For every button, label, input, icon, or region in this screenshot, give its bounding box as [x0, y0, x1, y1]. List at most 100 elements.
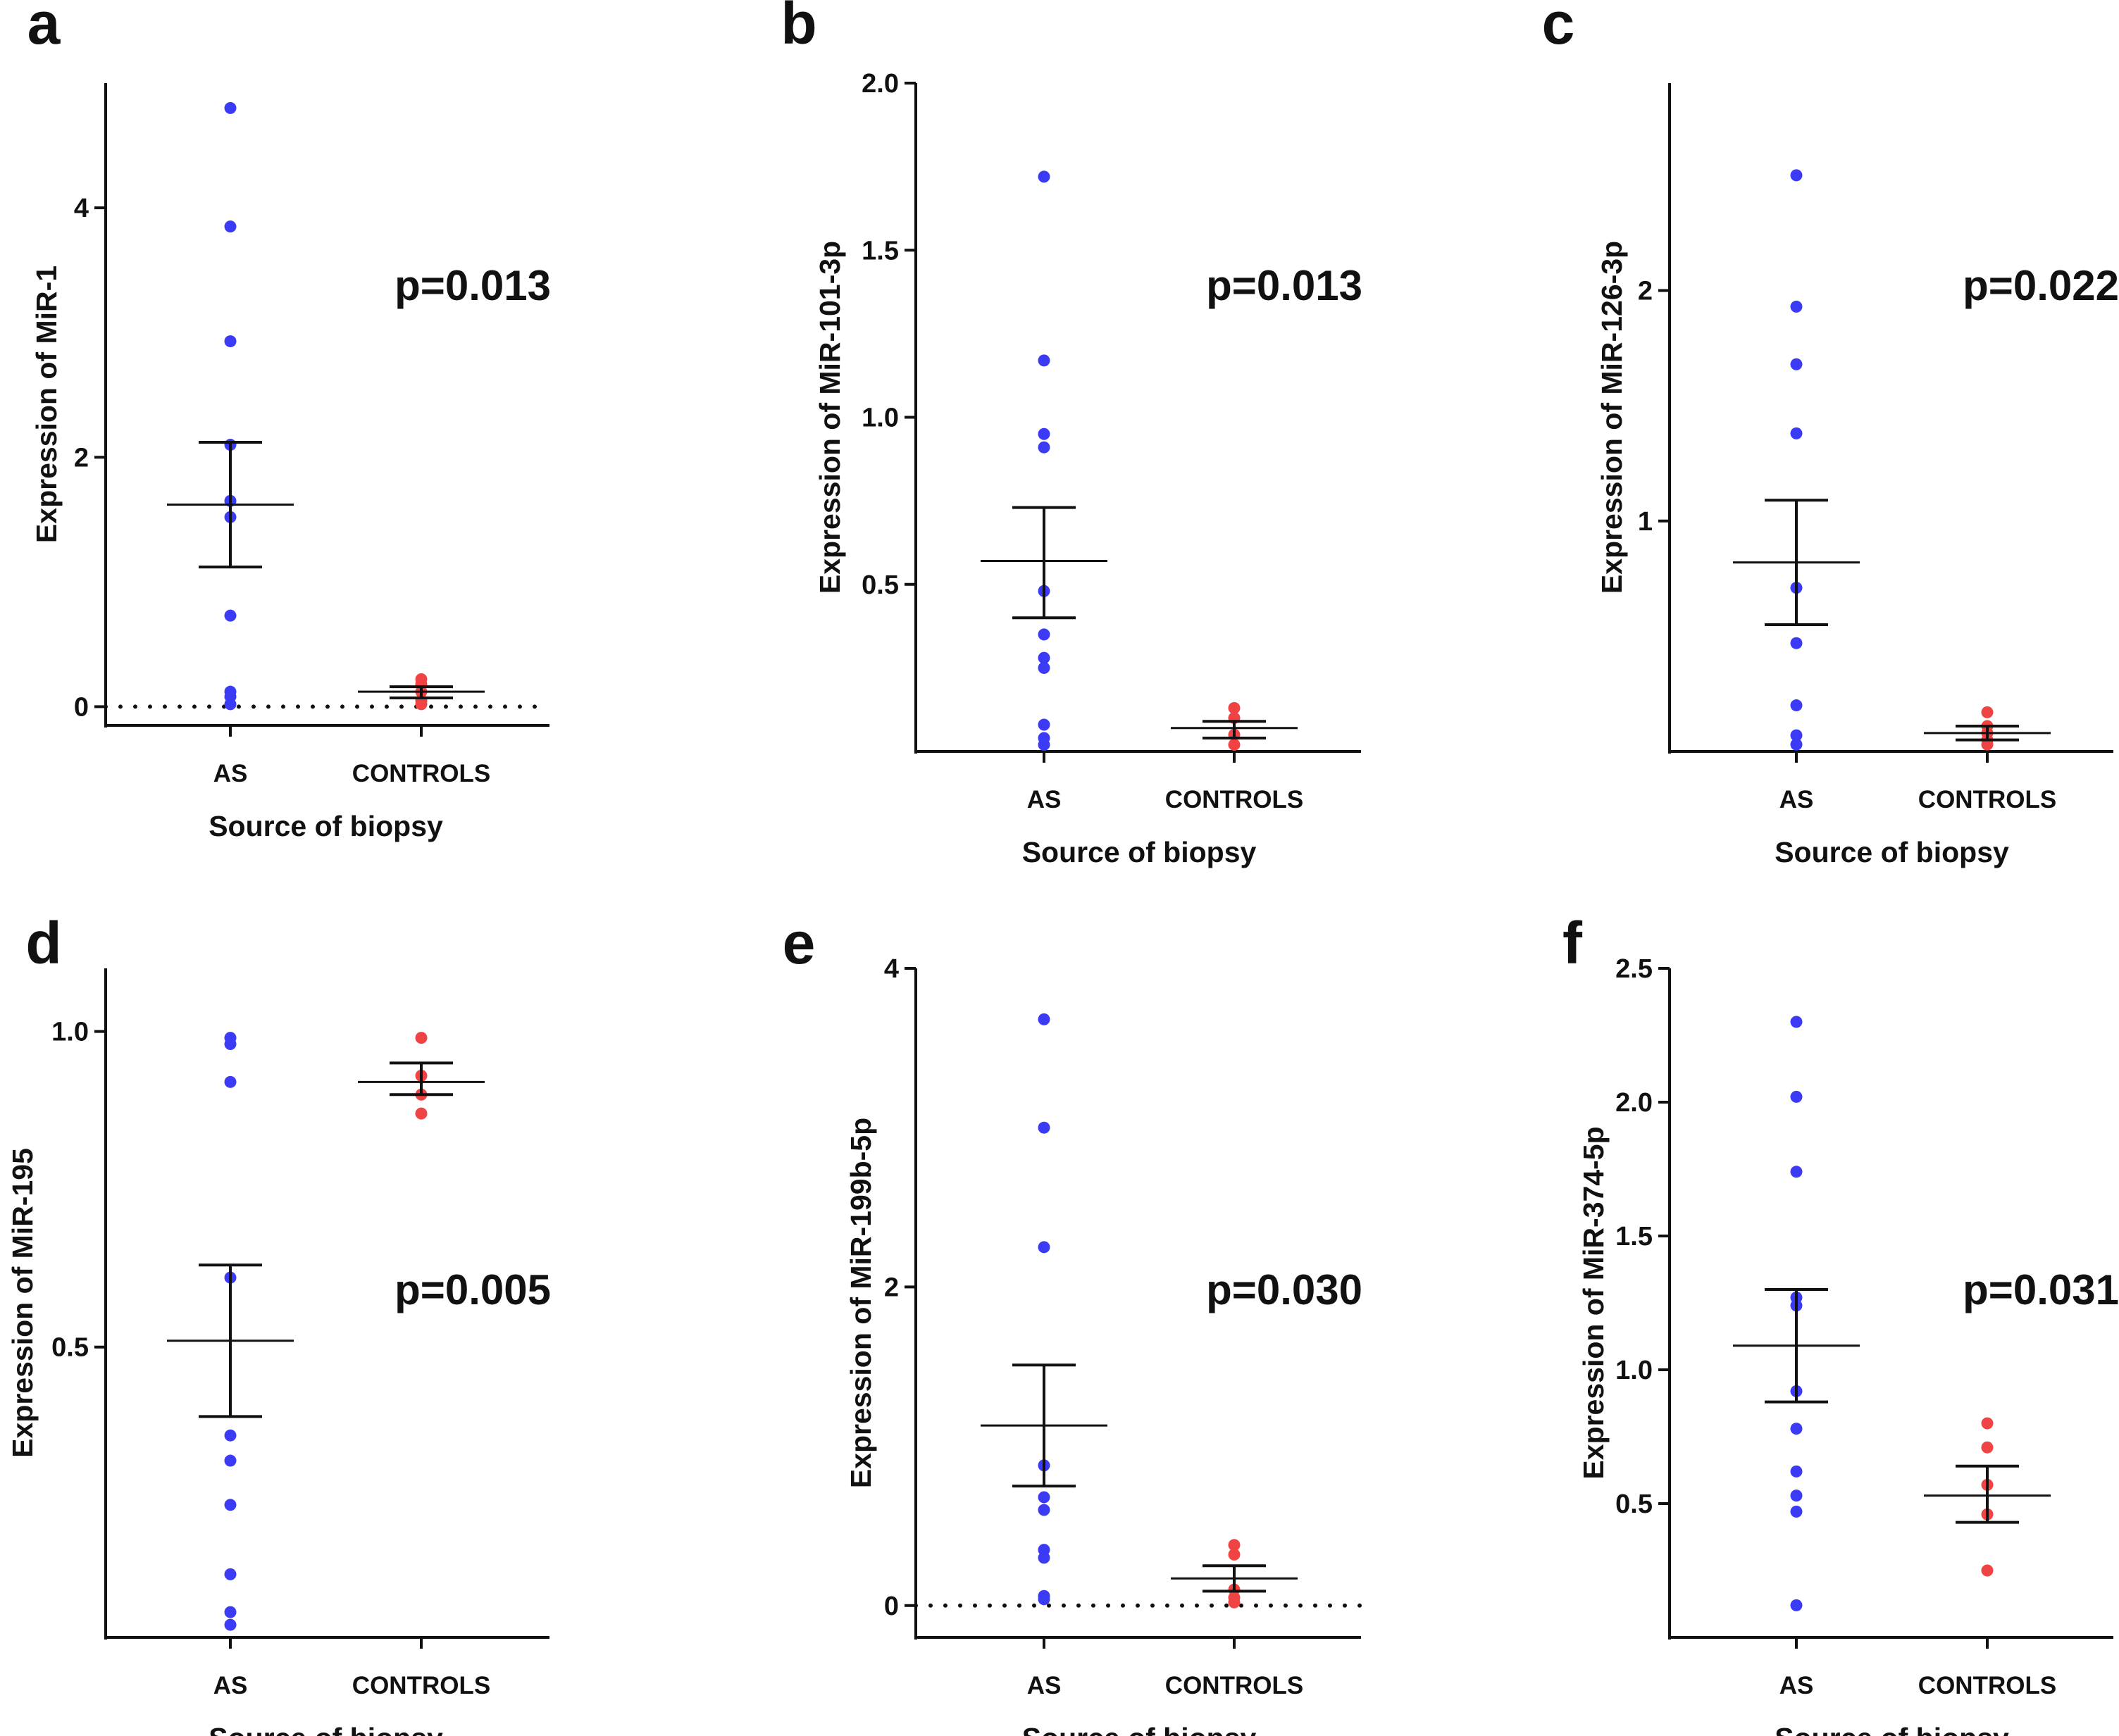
- data-point: [1228, 1548, 1241, 1561]
- data-point: [1790, 1090, 1803, 1103]
- panel-letter: a: [27, 0, 61, 56]
- y-axis-title: Expression of MiR-195: [6, 1148, 39, 1458]
- y-tick-label: 2.0: [862, 69, 899, 99]
- data-point: [224, 1075, 237, 1088]
- x-axis-title: Source of biopsy: [209, 810, 443, 842]
- p-value-label: p=0.022: [1963, 262, 2119, 309]
- data-point: [1038, 1551, 1050, 1564]
- data-point: [1038, 1491, 1050, 1504]
- y-tick-label: 0: [884, 1592, 899, 1621]
- data-point: [1228, 739, 1241, 751]
- data-point: [224, 1429, 237, 1442]
- data-point: [415, 1107, 428, 1120]
- p-value-label: p=0.005: [394, 1266, 551, 1313]
- y-tick-label: 1: [1638, 507, 1653, 537]
- x-axis-title: Source of biopsy: [1022, 836, 1257, 868]
- panel-letter: c: [1542, 0, 1575, 56]
- data-point: [1038, 718, 1050, 731]
- data-point: [224, 1618, 237, 1631]
- data-point: [415, 1032, 428, 1044]
- panel-c: c 1 2 AS CONTROLS Expression of MiR-126-3p Sou…: [1542, 0, 2119, 868]
- x-tick-label: CONTROLS: [352, 760, 490, 787]
- x-tick-label: AS: [1779, 1672, 1814, 1699]
- data-point: [1981, 1564, 1994, 1577]
- data-point: [1981, 1441, 1994, 1454]
- y-tick-label: 4: [884, 954, 899, 984]
- y-tick-label: 1.0: [51, 1018, 89, 1047]
- data-point: [224, 1499, 237, 1511]
- series-as: [981, 170, 1107, 751]
- p-value-label: p=0.031: [1963, 1266, 2119, 1313]
- data-point: [1228, 1596, 1241, 1609]
- data-point: [224, 101, 237, 114]
- data-point: [1038, 1121, 1050, 1134]
- y-tick-label: 2.5: [1615, 954, 1653, 984]
- data-point: [1038, 1593, 1050, 1606]
- data-point: [415, 698, 428, 711]
- data-point: [1228, 701, 1241, 714]
- y-tick-label: 1.0: [1615, 1356, 1653, 1385]
- data-point: [224, 609, 237, 622]
- y-tick-label: 2: [1638, 277, 1653, 306]
- series-as: [1733, 169, 1860, 751]
- series-as: [1733, 1016, 1860, 1611]
- data-point: [1790, 729, 1803, 742]
- data-point: [1038, 661, 1050, 674]
- data-point: [1790, 1166, 1803, 1178]
- panel-letter: b: [781, 0, 816, 56]
- y-tick-label: 1.5: [1615, 1222, 1653, 1251]
- series-as: [167, 101, 294, 711]
- x-tick-label: AS: [213, 760, 248, 787]
- data-point: [1038, 1241, 1050, 1254]
- panel-letter: e: [783, 910, 816, 976]
- data-point: [1038, 1013, 1050, 1025]
- data-point: [224, 1606, 237, 1618]
- data-point: [1038, 651, 1050, 664]
- y-tick-label: 2.0: [1615, 1088, 1653, 1118]
- x-tick-label: CONTROLS: [1165, 786, 1303, 813]
- y-tick-label: 0: [74, 692, 89, 722]
- data-point: [1790, 1505, 1803, 1518]
- data-point: [1038, 628, 1050, 641]
- y-axis-title: Expression of MiR-199b-5p: [845, 1118, 877, 1488]
- y-axis-title: Expression of MiR-126-3p: [1596, 241, 1628, 594]
- data-point: [1790, 1465, 1803, 1478]
- panel-d: d 0.5 1.0 AS CONTROLS Expression of MiR-195 So…: [6, 910, 551, 1736]
- p-value-label: p=0.013: [1206, 262, 1362, 309]
- y-tick-label: 0.5: [1615, 1490, 1653, 1519]
- y-tick-label: 2: [74, 443, 89, 473]
- series-controls: [358, 1032, 485, 1120]
- panel-b: b 0.5 1.0 1.5 2.0 AS CONTROLS Expression of MiR…: [781, 0, 1362, 868]
- y-axis-title: Expression of MiR-101-3p: [814, 241, 846, 594]
- panel-letter: f: [1562, 910, 1583, 976]
- panel-letter: d: [25, 910, 61, 976]
- data-point: [224, 335, 237, 348]
- data-point: [1790, 1423, 1803, 1435]
- y-axis-title: Expression of MiR-1: [30, 266, 63, 543]
- y-tick-label: 2: [884, 1273, 899, 1302]
- x-tick-label: CONTROLS: [1918, 1672, 2056, 1699]
- y-tick-label: 4: [74, 194, 89, 223]
- x-tick-label: CONTROLS: [1165, 1672, 1303, 1699]
- series-controls: [1924, 706, 2051, 751]
- series-controls: [1171, 1539, 1298, 1609]
- x-tick-label: AS: [1027, 1672, 1062, 1699]
- y-tick-label: 1.5: [862, 236, 899, 266]
- data-point: [1790, 637, 1803, 649]
- y-axis-title: Expression of MiR-374-5p: [1577, 1126, 1610, 1479]
- panel-e: e 0 2 4 AS CONTROLS Expression of MiR-199b-5p S…: [783, 910, 1363, 1736]
- data-point: [1981, 738, 1994, 751]
- x-tick-label: AS: [213, 1672, 248, 1699]
- data-point: [1790, 427, 1803, 439]
- p-value-label: p=0.030: [1206, 1266, 1362, 1313]
- data-point: [1790, 169, 1803, 182]
- series-as: [167, 1032, 294, 1631]
- data-point: [224, 1038, 237, 1051]
- data-point: [1790, 738, 1803, 751]
- data-point: [1790, 699, 1803, 712]
- x-tick-label: AS: [1779, 786, 1814, 813]
- data-point: [224, 220, 237, 233]
- y-tick-label: 0.5: [51, 1333, 89, 1363]
- data-point: [1038, 1504, 1050, 1516]
